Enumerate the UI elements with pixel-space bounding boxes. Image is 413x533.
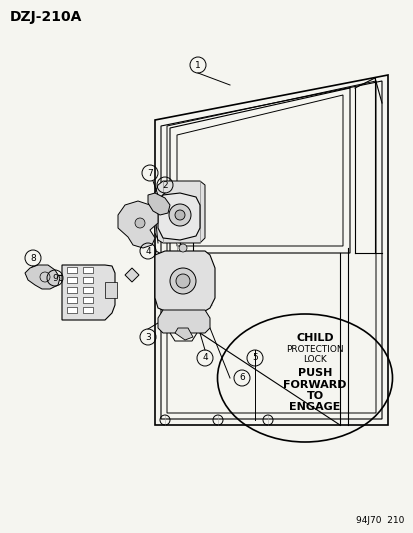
Text: PROTECTION: PROTECTION (285, 345, 343, 354)
Text: 8: 8 (30, 254, 36, 262)
FancyBboxPatch shape (83, 277, 93, 283)
FancyBboxPatch shape (67, 277, 77, 283)
Polygon shape (62, 265, 115, 320)
FancyBboxPatch shape (83, 287, 93, 293)
Text: 9: 9 (52, 273, 58, 282)
FancyBboxPatch shape (67, 267, 77, 273)
Circle shape (170, 268, 195, 294)
Text: 4: 4 (145, 246, 150, 255)
FancyBboxPatch shape (67, 307, 77, 313)
Circle shape (176, 274, 190, 288)
Text: DZJ-210A: DZJ-210A (10, 10, 82, 24)
Polygon shape (25, 265, 60, 289)
Text: 3: 3 (145, 333, 150, 342)
FancyBboxPatch shape (83, 297, 93, 303)
Polygon shape (125, 268, 139, 282)
Text: PUSH: PUSH (297, 368, 331, 378)
Polygon shape (118, 201, 158, 248)
Text: 7: 7 (147, 168, 152, 177)
Text: 6: 6 (239, 374, 244, 383)
Text: 2: 2 (162, 181, 167, 190)
Polygon shape (154, 251, 214, 311)
Text: 4: 4 (202, 353, 207, 362)
FancyBboxPatch shape (105, 282, 117, 298)
Polygon shape (154, 181, 204, 243)
Polygon shape (175, 328, 192, 340)
Circle shape (178, 244, 187, 252)
Polygon shape (158, 310, 209, 333)
Text: CHILD: CHILD (295, 333, 333, 343)
FancyBboxPatch shape (67, 287, 77, 293)
Text: ENGAGE: ENGAGE (289, 402, 340, 412)
Circle shape (135, 218, 145, 228)
Text: 1: 1 (195, 61, 200, 69)
Text: TO: TO (306, 391, 323, 401)
Polygon shape (147, 193, 170, 215)
Circle shape (169, 204, 190, 226)
FancyBboxPatch shape (83, 307, 93, 313)
FancyBboxPatch shape (67, 297, 77, 303)
Text: 94J70  210: 94J70 210 (355, 516, 403, 525)
Text: FORWARD: FORWARD (282, 380, 346, 390)
FancyBboxPatch shape (83, 267, 93, 273)
Text: LOCK: LOCK (302, 356, 326, 365)
Polygon shape (158, 193, 199, 240)
Text: 5: 5 (252, 353, 257, 362)
Circle shape (175, 210, 185, 220)
